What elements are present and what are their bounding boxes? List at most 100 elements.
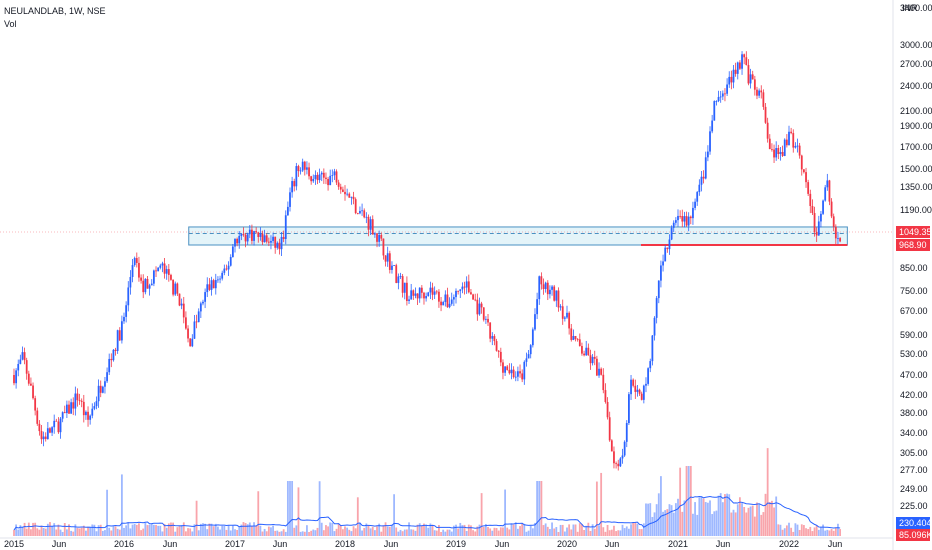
volume-bar (459, 522, 462, 536)
candle-body (566, 312, 568, 318)
volume-bar (779, 524, 782, 536)
volume-bar (578, 523, 581, 536)
volume-bar (51, 526, 53, 536)
volume-bar (142, 528, 145, 536)
volume-bar (457, 528, 460, 536)
volume-bar (341, 529, 344, 536)
candle-body (112, 349, 115, 361)
candle-body (642, 385, 645, 400)
candle-body (325, 177, 327, 179)
candle-body (438, 291, 440, 302)
volume-bar (775, 496, 778, 536)
candle-body (204, 292, 207, 302)
volume-bar (508, 529, 511, 536)
volume-bar (448, 529, 451, 536)
candle-body (110, 358, 113, 361)
candle-body (399, 276, 402, 277)
volume-bar (68, 524, 70, 536)
candle-body (142, 280, 145, 293)
volume-bar (730, 512, 733, 536)
candle-body (155, 270, 157, 272)
volume-bar (484, 523, 487, 536)
volume-bar (322, 530, 325, 536)
candle-body (540, 276, 543, 285)
volume-bar (529, 525, 532, 536)
volume-bar (276, 530, 279, 536)
volume-bar (197, 530, 200, 536)
volume-bar (180, 524, 183, 536)
candle-body (91, 408, 94, 416)
candle-body (63, 412, 66, 414)
candle-body (322, 172, 325, 178)
candle-body (231, 246, 234, 258)
volume-bar (431, 524, 434, 536)
candle-body (736, 62, 739, 74)
candle-body (685, 216, 688, 226)
volume-bar (257, 491, 260, 536)
candle-body (78, 400, 81, 401)
candle-body (689, 216, 692, 219)
candle-body (312, 178, 315, 182)
candle-body (144, 278, 147, 293)
candle-body (13, 375, 15, 384)
volume-bar (354, 528, 357, 536)
candle-body (274, 236, 277, 248)
volume-bar (17, 529, 20, 536)
candle-body (448, 303, 451, 308)
volume-bar (161, 531, 164, 536)
volume-bar (809, 526, 812, 536)
candle-body (832, 216, 835, 227)
volume-bar (768, 501, 771, 536)
price-tick-label: 2400.00 (900, 81, 932, 91)
candle-body (30, 383, 32, 386)
volume-bar (187, 528, 189, 536)
volume-bar (267, 526, 270, 536)
volume-bar (442, 529, 445, 536)
candle-body (628, 394, 630, 424)
candle-body (106, 372, 108, 382)
volume-ma (13, 495, 841, 531)
volume-bar (504, 489, 506, 536)
candle-body (138, 262, 140, 278)
candle-body (206, 284, 209, 293)
volume-bar (514, 522, 517, 536)
volume-bar (255, 525, 258, 536)
candle-body (489, 322, 492, 339)
volume-bar (208, 523, 211, 536)
volume-bar (815, 525, 818, 536)
candle-body (395, 265, 398, 283)
candle-body (354, 199, 357, 214)
candle-body (640, 393, 643, 400)
volume-bar (790, 527, 793, 536)
volume-bar (668, 504, 671, 536)
volume-bar (792, 531, 795, 536)
volume-bar (743, 507, 746, 536)
volume-bar (195, 500, 198, 536)
candle-body (350, 196, 353, 198)
candle-body (480, 303, 483, 308)
candle-body (393, 265, 395, 267)
candle-body (768, 138, 771, 150)
candle-body (27, 373, 30, 384)
candle-body (514, 376, 517, 378)
candle-body (295, 166, 298, 187)
volume-bar (274, 530, 277, 536)
volume-bar (91, 524, 94, 536)
candle-body (120, 321, 123, 341)
candle-body (172, 279, 174, 295)
volume-bar (482, 526, 485, 536)
candle-body (314, 174, 317, 179)
volume-bar (210, 523, 213, 536)
volume-bar (470, 525, 472, 536)
candle-body (301, 161, 304, 171)
candle-body (272, 236, 274, 241)
volume-bar (42, 528, 45, 536)
volume-bar (425, 524, 428, 536)
volume-bar (837, 523, 839, 536)
volume-bar (506, 527, 509, 536)
candle-body (208, 284, 211, 290)
volume-bar (204, 523, 207, 536)
volume-bar (30, 529, 32, 536)
